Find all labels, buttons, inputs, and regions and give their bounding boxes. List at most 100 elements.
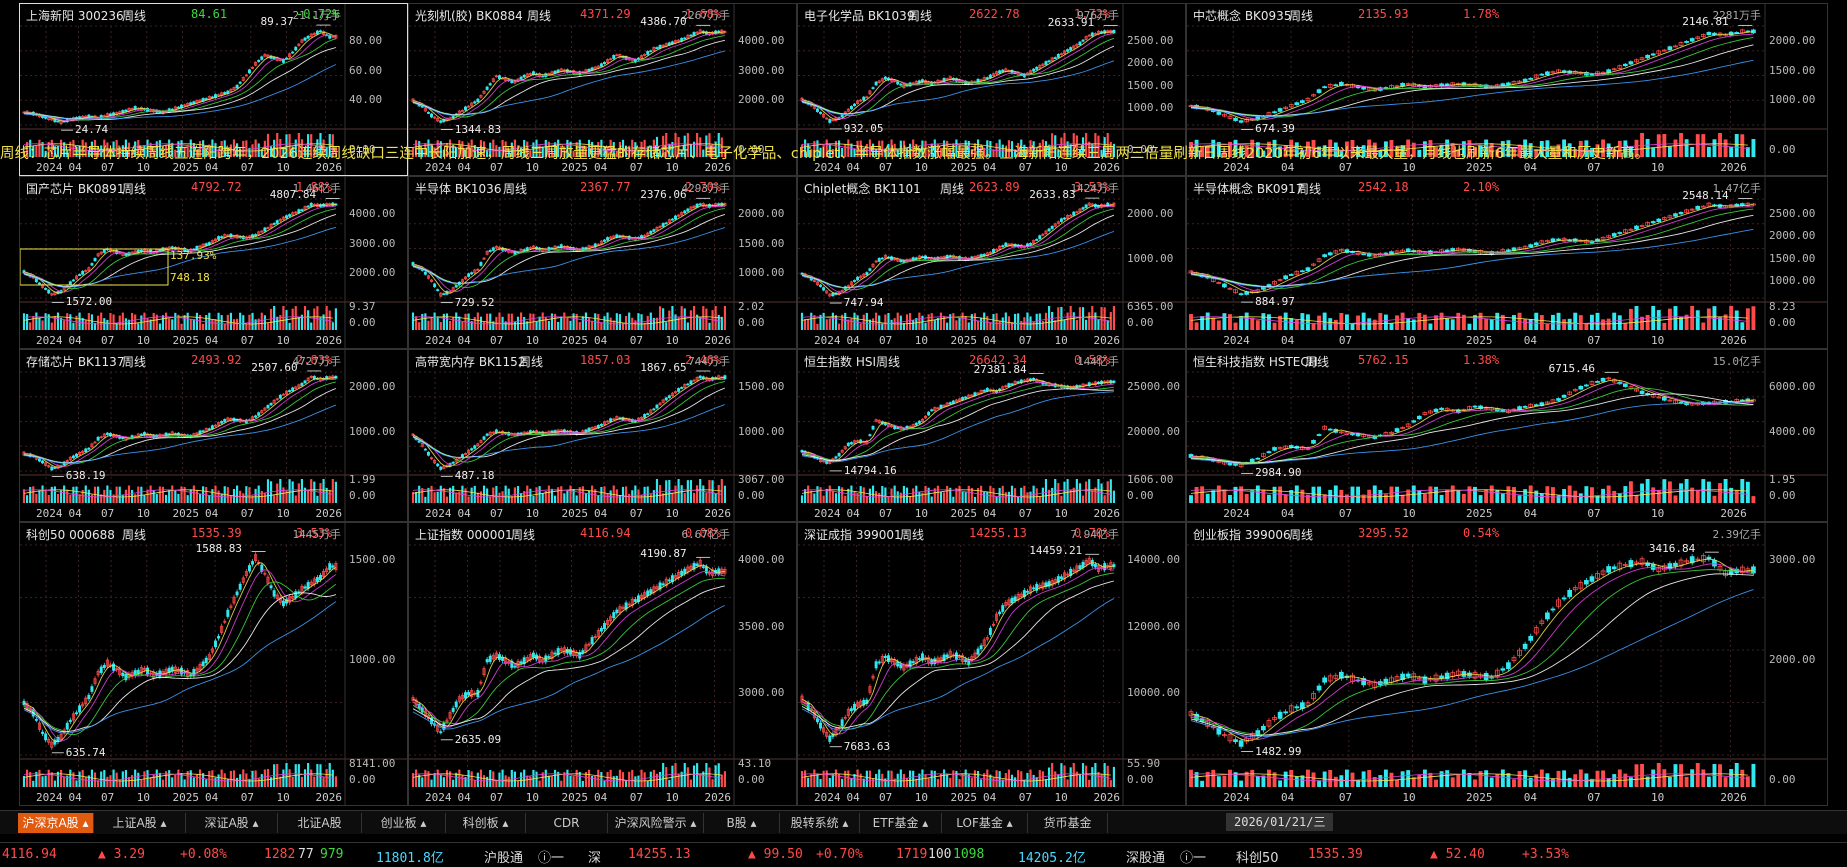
- candle-body: [37, 282, 41, 285]
- price-chart-svg[interactable]: [798, 523, 1186, 806]
- price-chart-svg[interactable]: [1187, 350, 1828, 522]
- volume-bar: [986, 316, 989, 330]
- price-chart-svg[interactable]: [20, 177, 408, 349]
- x-axis-label: 2024: [36, 334, 63, 347]
- volume-bar: [856, 493, 859, 503]
- price-chart-svg[interactable]: [20, 4, 408, 176]
- volume-bar: [288, 479, 291, 503]
- volume-bar: [634, 485, 637, 503]
- panel-header: 国产芯片 BK0891 周线 4792.72 1.88%: [26, 180, 407, 198]
- chart-panel[interactable]: 科创50 000688 周线 1535.39 3.53% 1445万手 1500.00 10…: [19, 522, 408, 806]
- price-chart-svg[interactable]: [409, 177, 797, 349]
- chart-panel[interactable]: 存储芯片 BK1137 周线 2493.92 2.83% 4727万手 2000.00 10…: [19, 349, 408, 522]
- chart-panel[interactable]: 中芯概念 BK0935 周线 2135.93 1.78% 2281万手 2000.00 15…: [1186, 3, 1828, 176]
- volume-average-line: [412, 489, 722, 498]
- candle-body: [482, 436, 486, 440]
- volume-unit: 976万手: [1077, 9, 1119, 22]
- candle-body: [207, 654, 211, 661]
- candle-body: [698, 203, 702, 206]
- volume-bar: [1300, 313, 1305, 330]
- candle-body: [1066, 49, 1070, 52]
- volume-bar: [22, 489, 26, 503]
- volume-bar: [171, 142, 174, 157]
- volume-bar: [837, 140, 841, 157]
- volume-bar: [1567, 485, 1572, 503]
- candle-body: [488, 250, 492, 252]
- chart-panel[interactable]: 电子化学品 BK1039 周线 2622.78 1.72% 976万手 2500.00 20…: [797, 3, 1186, 176]
- candle-body: [491, 431, 495, 434]
- candle-body: [1063, 217, 1066, 220]
- volume-bar: [717, 314, 720, 330]
- high-label: 27381.84: [973, 363, 1027, 377]
- price-chart-svg[interactable]: [409, 4, 797, 176]
- candle-body: [229, 605, 233, 608]
- security-name: 恒生指数 HSI: [804, 355, 876, 369]
- volume-bar: [109, 313, 112, 330]
- volume-axis-label: 0.00: [349, 489, 376, 502]
- volume-bar: [884, 314, 887, 330]
- volume-bar: [563, 146, 566, 157]
- price-chart-svg[interactable]: [798, 350, 1186, 522]
- price-chart-svg[interactable]: [798, 4, 1186, 176]
- candle-body: [87, 447, 91, 450]
- volume-bar: [686, 767, 689, 787]
- volume-bar: [680, 485, 683, 503]
- volume-bar: [421, 488, 424, 503]
- volume-bar: [1645, 314, 1650, 330]
- volume-bar: [1244, 312, 1249, 330]
- volume-average-line: [801, 489, 1111, 498]
- volume-bar: [331, 769, 334, 787]
- candle-body: [473, 101, 477, 104]
- volume-bar: [482, 321, 486, 330]
- candle-body: [1300, 100, 1305, 103]
- volume-bar: [229, 770, 232, 787]
- volume-bar: [1189, 141, 1193, 157]
- volume-bar: [597, 495, 600, 503]
- candle-body: [439, 120, 443, 123]
- chart-panel[interactable]: 深证成指 399001 周线 14255.13 0.70% 7.94亿手 14000.00…: [797, 522, 1186, 806]
- chart-panel[interactable]: 半导体 BK1036 周线 2367.77 2.70% 4293万手 2000.00 150…: [408, 176, 797, 349]
- volume-bar: [448, 771, 452, 787]
- chart-panel[interactable]: 上海新阳 300236 周线 84.61 -0.72% 21.1万手 80.00 60.00…: [19, 3, 408, 176]
- price-chart-svg[interactable]: [409, 350, 797, 522]
- chart-panel[interactable]: 国产芯片 BK0891 周线 4792.72 1.88% 1.46亿手 4000.00 30…: [19, 176, 408, 349]
- panel-header: 科创50 000688 周线 1535.39 3.53%: [26, 526, 407, 544]
- chart-panel[interactable]: Chiplet概念 BK1101 周线 2623.89 3.53% 1424万手 2000…: [797, 176, 1186, 349]
- price-chart-svg[interactable]: [409, 523, 797, 806]
- volume-bar: [140, 779, 143, 787]
- price-chart-svg[interactable]: [20, 523, 408, 806]
- moving-average-line: [23, 381, 337, 465]
- chart-panel[interactable]: 高带宽内存 BK1152 周线 1857.03 2.46% 744万手 1500.00 10…: [408, 349, 797, 522]
- volume-bar: [819, 487, 822, 503]
- chart-panel[interactable]: 恒生指数 HSI 周线 26642.34 0.58% 144亿手 25000.00 2000…: [797, 349, 1186, 522]
- price-chart-svg[interactable]: [1187, 177, 1828, 349]
- volume-bar: [683, 492, 686, 503]
- volume-bar: [1712, 495, 1717, 503]
- chart-panel[interactable]: 光刻机(胶) BK0884 周线 4371.29 1.68% 2267万手 4000.00…: [408, 3, 797, 176]
- chart-panel[interactable]: 上证指数 000001 周线 4116.94 0.08% 6.67亿手 4000.00 35…: [408, 522, 797, 806]
- volume-axis-label: 0.00: [738, 143, 765, 156]
- price-chart-svg[interactable]: [1187, 4, 1828, 176]
- chart-panel[interactable]: 恒生科技指数 HSTECH 周线 5762.15 1.38% 15.0亿手 6000.00…: [1186, 349, 1828, 522]
- security-name: 半导体 BK1036: [415, 182, 502, 196]
- candle-body: [822, 113, 826, 118]
- chart-panel[interactable]: 半导体概念 BK0917 周线 2542.18 2.10% 1.47亿手 2500.00 2…: [1186, 176, 1828, 349]
- price-chart-svg[interactable]: [20, 350, 408, 522]
- volume-axis-label: 9.37: [349, 300, 376, 313]
- volume-bar: [674, 485, 677, 503]
- candle-body: [41, 460, 45, 464]
- volume-bar: [214, 318, 217, 330]
- candle-body: [1272, 111, 1277, 114]
- volume-bar: [476, 312, 479, 330]
- candle-body: [213, 640, 217, 648]
- volume-bar: [513, 321, 516, 330]
- moving-average-line: [23, 213, 337, 288]
- volume-bar: [674, 133, 677, 157]
- volume-bar: [813, 140, 816, 157]
- volume-axis-label: 0.00: [738, 489, 765, 502]
- x-axis-label: 2026: [315, 507, 343, 520]
- candle-body: [1617, 232, 1623, 234]
- candle-body: [1394, 428, 1400, 432]
- price-chart-svg[interactable]: [798, 177, 1186, 349]
- volume-bar: [970, 149, 973, 157]
